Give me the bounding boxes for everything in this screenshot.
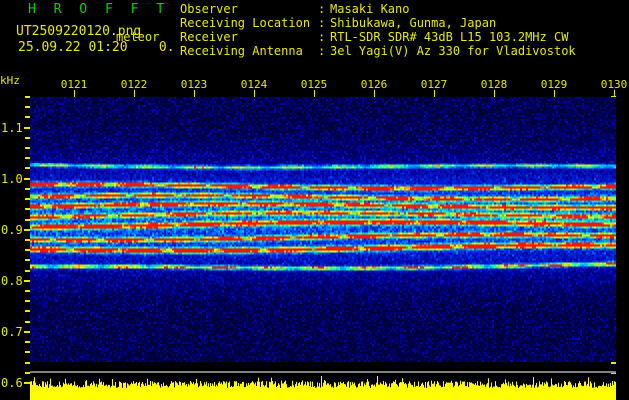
- x-axis-tick-label: 0124: [240, 78, 268, 91]
- x-axis-tick-mark: [494, 90, 495, 97]
- x-axis-tick-mark: [434, 90, 435, 97]
- y-axis-unit-label: kHz: [0, 74, 20, 87]
- header-panel: H R O F F T UT2509220120.png meteor 25.0…: [0, 0, 629, 70]
- x-axis-tick-label: 0121: [60, 78, 88, 91]
- x-axis-tick-mark: [374, 90, 375, 97]
- y-axis-minor-tick: [25, 208, 30, 210]
- y-axis-tick-mark: [24, 229, 32, 231]
- metadata-colon: :: [318, 44, 326, 58]
- y-axis-tick-label: 0.6: [1, 376, 23, 390]
- metadata-row: Receiving Antenna:3el Yagi(V) Az 330 for…: [180, 44, 576, 58]
- x-axis-tick-mark: [194, 90, 195, 97]
- metadata-row: Receiver: RTL-SDR SDR# 43dB L15 103.2MHz …: [180, 30, 576, 44]
- y-axis-minor-tick: [25, 290, 30, 292]
- metadata-colon: :: [318, 30, 326, 44]
- y-axis-minor-tick: [25, 321, 30, 323]
- y-axis-minor-tick: [25, 259, 30, 261]
- metadata-row: Observer: Masaki Kano: [180, 2, 576, 16]
- noise-level-strip: [30, 376, 616, 400]
- metadata-key: Receiving Location: [180, 16, 311, 30]
- filename-label: UT2509220120.png: [16, 24, 142, 39]
- y-axis-minor-tick: [25, 239, 30, 241]
- metadata-colon: :: [318, 16, 326, 30]
- y-axis-minor-tick: [25, 106, 30, 108]
- strip-separator-line: [30, 371, 616, 373]
- metadata-list: Observer: Masaki Kano Receiving Location: S…: [180, 2, 576, 58]
- y-axis-minor-tick: [25, 372, 30, 374]
- y-axis-tick-mark: [24, 331, 32, 333]
- y-axis-minor-tick: [25, 96, 30, 98]
- metadata-key: Receiver: [180, 30, 238, 44]
- y-axis-minor-tick: [25, 198, 30, 200]
- y-axis-tick-mark: [24, 382, 32, 384]
- datetime-label: 25.09.22 01:20 0.: [18, 40, 175, 55]
- metadata-value: 3el Yagi(V) Az 330 for Vladivostok: [330, 44, 576, 58]
- metadata-value: RTL-SDR SDR# 43dB L15 103.2MHz CW: [330, 30, 569, 44]
- spectrogram-plot: [30, 97, 616, 362]
- y-axis-minor-tick: [25, 341, 30, 343]
- y-axis-tick-label: 0.9: [1, 223, 23, 237]
- y-axis-minor-tick: [25, 351, 30, 353]
- metadata-row: Receiving Location: Shibukawa, Gunma, Jap…: [180, 16, 576, 30]
- y-axis-minor-tick: [25, 270, 30, 272]
- metadata-value: Shibukawa, Gunma, Japan: [330, 16, 497, 30]
- y-axis-tick-mark: [24, 280, 32, 282]
- y-axis-minor-tick: [25, 219, 30, 221]
- x-axis-tick-label: 0128: [480, 78, 508, 91]
- x-axis-tick-mark: [74, 90, 75, 97]
- x-axis-tick-label: 0122: [120, 78, 148, 91]
- x-axis-tick-label: 0123: [180, 78, 208, 91]
- y-axis-minor-tick: [25, 147, 30, 149]
- x-axis-tick-label: 0127: [420, 78, 448, 91]
- y-axis-minor-tick: [25, 157, 30, 159]
- y-axis-right-tick: [611, 362, 616, 364]
- noise-level-canvas: [30, 376, 616, 400]
- x-axis-tick-mark: [554, 90, 555, 97]
- x-axis-tick-label: 0129: [540, 78, 568, 91]
- y-axis-minor-tick: [25, 116, 30, 118]
- x-axis-tick-label: 0126: [360, 78, 388, 91]
- spectrogram-canvas: [30, 97, 616, 362]
- x-axis-tick-mark: [614, 90, 615, 97]
- y-axis-minor-tick: [25, 137, 30, 139]
- y-axis-minor-tick: [25, 310, 30, 312]
- y-axis-tick-label: 0.7: [1, 325, 23, 339]
- y-axis-tick-mark: [24, 178, 32, 180]
- x-axis-tick-mark: [134, 90, 135, 97]
- x-axis-tick-label: 0125: [300, 78, 328, 91]
- y-axis-minor-tick: [25, 300, 30, 302]
- metadata-key: Observer: [180, 2, 238, 16]
- y-axis-tick-label: 1.0: [1, 172, 23, 186]
- metadata-value: Masaki Kano: [330, 2, 410, 16]
- y-axis-minor-tick: [25, 167, 30, 169]
- y-axis-tick-label: 0.8: [1, 274, 23, 288]
- program-title: H R O F F T: [28, 2, 170, 17]
- event-type-tag: meteor: [116, 30, 160, 44]
- x-axis-tick-label: 0130: [600, 78, 628, 91]
- y-axis-minor-tick: [25, 249, 30, 251]
- metadata-key: Receiving Antenna: [180, 44, 303, 58]
- y-axis-tick-label: 1.1: [1, 121, 23, 135]
- y-axis-minor-tick: [25, 188, 30, 190]
- x-axis-tick-mark: [314, 90, 315, 97]
- y-axis-right-tick: [611, 372, 616, 374]
- metadata-colon: :: [318, 2, 326, 16]
- y-axis-tick-mark: [24, 127, 32, 129]
- x-axis-tick-mark: [254, 90, 255, 97]
- y-axis-minor-tick: [25, 362, 30, 364]
